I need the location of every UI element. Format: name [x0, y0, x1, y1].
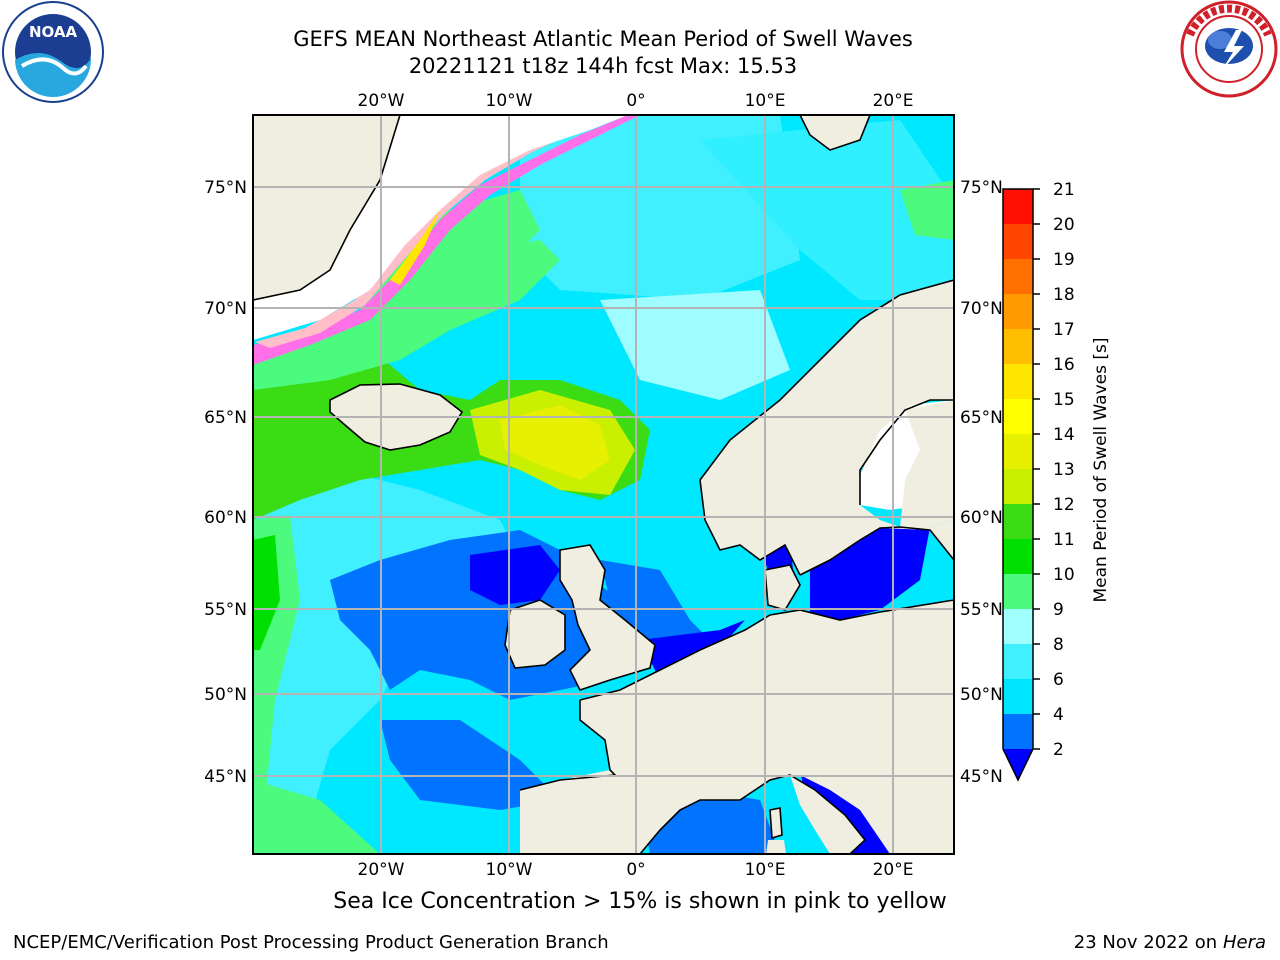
- lat-label: 65°N: [960, 408, 1003, 428]
- cbar-seg-4-6: [1003, 679, 1033, 715]
- cbar-seg-13-14: [1003, 434, 1033, 470]
- cbar-seg-8-9: [1003, 609, 1033, 645]
- cbar-tick: 18: [1053, 285, 1075, 305]
- noaa-logo-icon: NOAA: [2, 1, 104, 103]
- lat-label: 45°N: [960, 767, 1003, 787]
- lat-label: 60°N: [960, 508, 1003, 528]
- lat-label: 50°N: [960, 685, 1003, 705]
- graticule: [253, 115, 954, 854]
- cbar-tick: 11: [1053, 530, 1075, 550]
- colorbar-label: Mean Period of Swell Waves [s]: [1091, 338, 1111, 603]
- map-frame: [252, 114, 955, 855]
- cbar-tick: 12: [1053, 495, 1075, 515]
- lon-label: 10°W: [486, 860, 533, 880]
- cbar-tick: 19: [1053, 250, 1075, 270]
- cbar-tick: 2: [1053, 740, 1064, 760]
- lon-label: 10°E: [745, 91, 786, 111]
- lon-label: 20°W: [358, 860, 405, 880]
- cbar-tick: 9: [1053, 600, 1064, 620]
- cbar-seg-9-10: [1003, 574, 1033, 610]
- colorbar: 21 20 19 18 17 16 15 14 13 12 11 10 9 8 …: [1002, 180, 1111, 782]
- lat-label: 70°N: [960, 299, 1003, 319]
- cbar-tick: 16: [1053, 355, 1075, 375]
- lon-label: 0°: [626, 860, 645, 880]
- cbar-extend-below: [1003, 749, 1033, 780]
- cbar-tick: 4: [1053, 705, 1064, 725]
- cbar-seg-2-4: [1003, 714, 1033, 750]
- cbar-seg-18-19: [1003, 259, 1033, 295]
- lat-label: 55°N: [960, 600, 1003, 620]
- cbar-seg-15-16: [1003, 364, 1033, 400]
- sea-ice-note: Sea Ice Concentration > 15% is shown in …: [333, 889, 947, 914]
- footer-credit: NCEP/EMC/Verification Post Processing Pr…: [13, 932, 609, 953]
- lat-label: 75°N: [960, 178, 1003, 198]
- lat-labels-left: 75°N 70°N 65°N 60°N 55°N 50°N 45°N: [204, 178, 247, 787]
- footer-date-text: 23 Nov 2022 on: [1073, 932, 1218, 953]
- lat-label: 65°N: [204, 408, 247, 428]
- cbar-tick: 20: [1053, 215, 1075, 235]
- lon-labels-bottom: 20°W 10°W 0° 10°E 20°E: [358, 860, 914, 880]
- cbar-tick: 13: [1053, 460, 1075, 480]
- cbar-tick: 15: [1053, 390, 1075, 410]
- lat-label: 50°N: [204, 685, 247, 705]
- cbar-seg-12-13: [1003, 469, 1033, 505]
- cbar-seg-10-11: [1003, 539, 1033, 575]
- cbar-seg-6-8: [1003, 644, 1033, 680]
- cbar-seg-17-18: [1003, 294, 1033, 330]
- cbar-tick: 17: [1053, 320, 1075, 340]
- lon-label: 10°E: [745, 860, 786, 880]
- lat-label: 55°N: [204, 600, 247, 620]
- lon-label: 20°E: [873, 91, 914, 111]
- cbar-seg-16-17: [1003, 329, 1033, 365]
- noaa-logo-text: NOAA: [29, 23, 78, 41]
- lat-label: 75°N: [204, 178, 247, 198]
- cbar-tick: 6: [1053, 670, 1064, 690]
- lon-label: 0°: [626, 91, 645, 111]
- cbar-seg-11-12: [1003, 504, 1033, 540]
- chart-title: GEFS MEAN Northeast Atlantic Mean Period…: [293, 27, 913, 51]
- lat-label: 70°N: [204, 299, 247, 319]
- nws-logo-icon: [1180, 0, 1278, 98]
- cbar-tick: 8: [1053, 635, 1064, 655]
- cbar-tick: 21: [1053, 180, 1075, 200]
- chart-subtitle: 20221121 t18z 144h fcst Max: 15.53: [408, 54, 798, 78]
- lat-labels-right: 75°N 70°N 65°N 60°N 55°N 50°N 45°N: [960, 178, 1003, 787]
- lon-label: 10°W: [486, 91, 533, 111]
- lat-label: 60°N: [204, 508, 247, 528]
- cbar-seg-14-15: [1003, 399, 1033, 435]
- cbar-seg-20-21: [1003, 189, 1033, 225]
- map-area: [253, 115, 954, 854]
- footer-date: 23 Nov 2022 on Hera: [1074, 932, 1266, 953]
- lon-label: 20°W: [358, 91, 405, 111]
- footer-machine: Hera: [1222, 932, 1266, 953]
- cbar-seg-19-20: [1003, 224, 1033, 260]
- lon-label: 20°E: [873, 860, 914, 880]
- cbar-tick: 10: [1053, 565, 1075, 585]
- lat-label: 45°N: [204, 767, 247, 787]
- lon-labels-top: 20°W 10°W 0° 10°E 20°E: [358, 91, 914, 111]
- cbar-tick: 14: [1053, 425, 1075, 445]
